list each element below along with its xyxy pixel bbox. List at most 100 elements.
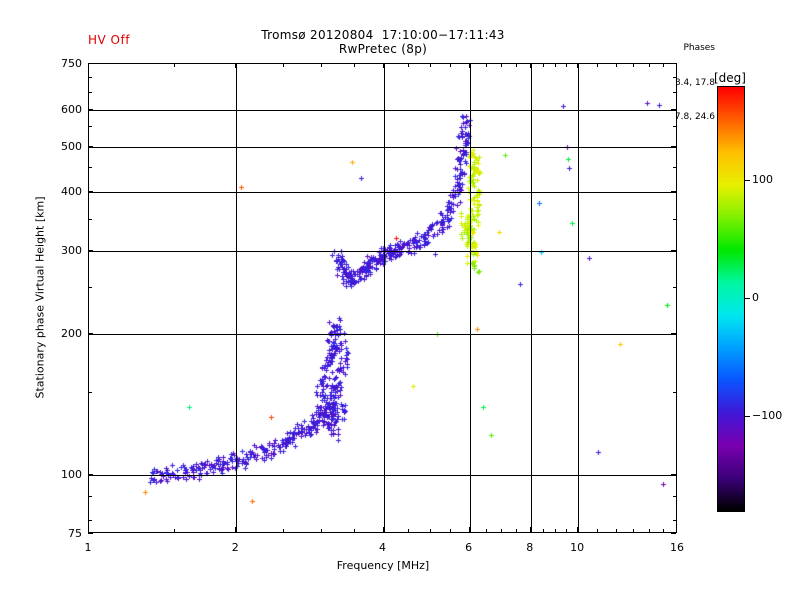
y-axis-tick [88,250,93,251]
y-axis-tick [673,392,677,393]
y-axis-tick [673,92,677,93]
x-axis-tick [663,63,664,67]
x-axis-tick [566,63,567,67]
x-tick-label: 16 [670,541,684,554]
y-tick-label: 100 [61,468,82,482]
y-axis-tick [88,109,93,110]
gridline-vertical [470,64,471,532]
y-axis-tick [88,496,92,497]
plot-title-line2: RwPretec (8p) [338,42,428,56]
x-axis-tick [501,529,502,533]
x-axis-tick [235,527,236,532]
colorbar-tick-label: 0 [752,291,759,304]
y-tick-label: 600 [61,102,82,116]
x-axis-tick [283,63,284,67]
y-axis-tick [673,126,677,127]
x-tick-label: 8 [526,541,534,554]
x-axis-tick [501,63,502,67]
scatter-points-canvas [89,64,676,532]
x-axis-tick [486,63,487,67]
x-axis-tick [633,63,634,67]
x-axis-tick [486,529,487,533]
gridline-vertical [578,64,579,532]
gridline-horizontal [89,334,676,335]
y-tick-label: 75 [68,527,82,540]
y-axis-tick [671,109,676,110]
x-axis-tick [516,529,517,533]
y-axis-tick [671,474,676,475]
x-axis-tick [633,529,634,533]
y-axis-tick [88,533,93,534]
y-axis-tick [671,250,676,251]
gridline-vertical [236,64,237,532]
y-axis-tick [671,146,676,147]
y-tick-label: 400 [61,185,82,199]
x-axis-tick [354,63,355,67]
y-axis-tick [671,333,676,334]
gridline-horizontal [89,192,676,193]
colorbar [717,86,745,512]
y-axis-tick [88,219,92,220]
x-axis-tick [543,529,544,533]
y-tick-label: 200 [61,326,82,340]
y-axis-tick [88,520,92,521]
x-axis-tick [649,63,650,67]
hv-off-status-label: HV Off [88,33,130,47]
x-axis-tick [321,63,322,67]
y-axis-tick [88,392,92,393]
y-axis-tick [673,287,677,288]
gridline-horizontal [89,251,676,252]
y-axis-tick [88,77,92,78]
x-axis-tick [577,63,578,68]
x-tick-label: 1 [84,541,92,554]
x-axis-tick [530,527,531,532]
colorbar-tick-label: 100 [752,173,773,186]
y-axis-tick [673,77,677,78]
x-axis-tick [354,529,355,533]
y-axis-tick [673,167,677,168]
x-axis-tick [577,527,578,532]
x-axis-tick [469,63,470,68]
x-axis-tick [321,529,322,533]
gridline-vertical [531,64,532,532]
x-axis-tick [530,63,531,68]
colorbar-tick [744,180,750,181]
x-tick-label: 10 [570,541,585,554]
x-axis-tick [566,529,567,533]
x-axis-tick [516,63,517,67]
x-axis-tick [543,63,544,67]
x-axis-tick [663,529,664,533]
x-axis-tick [174,63,175,67]
x-axis-tick [597,63,598,67]
x-axis-tick [383,527,384,532]
scatter-canvas-holder [89,64,676,532]
y-axis-tick [88,92,92,93]
x-axis-tick [430,529,431,533]
gridline-horizontal [89,475,676,476]
y-axis-tick [673,496,677,497]
x-axis-tick [616,63,617,67]
x-axis-tick [555,529,556,533]
y-axis-tick [88,333,93,334]
x-axis-tick [649,529,650,533]
y-axis-tick [671,63,676,64]
x-axis-tick [450,529,451,533]
y-tick-label: 750 [61,57,82,70]
y-axis-tick [673,520,677,521]
x-axis-tick [408,529,409,533]
x-axis-tick [616,529,617,533]
x-axis-tick [450,63,451,67]
colorbar-tick [744,416,750,417]
x-axis-tick [383,63,384,68]
x-axis-tick [174,529,175,533]
gridline-horizontal [89,110,676,111]
y-axis-tick [88,287,92,288]
x-axis-tick [408,63,409,67]
y-axis-tick [671,533,676,534]
x-axis-tick [469,527,470,532]
x-axis-tick [597,529,598,533]
x-axis-tick [235,63,236,68]
x-tick-label: 4 [379,541,386,554]
y-axis-label: Stationary phase Virtual Height [km] [33,196,47,399]
